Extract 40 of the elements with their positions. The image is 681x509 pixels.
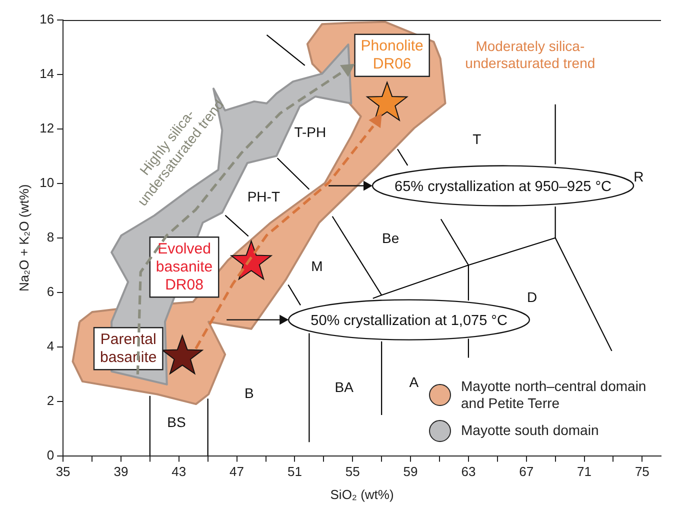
y-tick-label: 6 [46, 284, 54, 299]
y-tick-label: 4 [46, 338, 54, 354]
series-label: Phonolite DR06 [360, 37, 424, 72]
annotation: Be [382, 230, 400, 246]
y-tick-label: 0 [46, 447, 54, 462]
annotation: PH-T [247, 188, 280, 205]
y-tick-label: 2 [46, 392, 54, 408]
x-tick-label: 63 [461, 464, 476, 480]
x-tick-label: 51 [287, 464, 302, 480]
annotation: A [409, 374, 420, 390]
y-tick-label: 12 [40, 120, 54, 136]
legend-label: Mayotte north–central domain and Petite Terre [461, 378, 648, 412]
annotation: BA [334, 379, 354, 396]
x-tick-label: 59 [403, 464, 418, 480]
y-tick-label: 10 [40, 175, 54, 190]
y-tick-label: 14 [40, 66, 54, 82]
annotation: D [527, 288, 538, 305]
x-tick-label: 71 [577, 464, 592, 480]
annotation: 65% crystallization at 950–925 °C [394, 178, 612, 195]
annotation: B [244, 385, 254, 402]
x-tick-label: 39 [114, 464, 128, 480]
y-tick-label: 16 [40, 12, 54, 27]
series-label: Evolved basanite DR08 [156, 240, 213, 294]
legend-label: Mayotte south domain [461, 422, 599, 440]
annotation: T-PH [294, 124, 326, 140]
x-tick-label: 47 [230, 464, 244, 480]
x-axis-title: SiO₂ (wt%) [330, 486, 394, 502]
annotation: BS [167, 414, 186, 430]
x-tick-label: 35 [56, 464, 70, 480]
x-tick-label: 67 [519, 464, 534, 480]
x-tick-label: 43 [172, 464, 186, 480]
annotation: M [311, 258, 323, 274]
y-axis-title: Na₂O + K₂O (wt%) [16, 184, 32, 292]
annotation: 50% crystallization at 1,075 °C [310, 312, 508, 329]
annotation: T [472, 130, 482, 147]
annotation: R [634, 168, 644, 185]
x-tick-label: 55 [345, 464, 360, 480]
annotation: Moderately silica- undersaturated trend [465, 38, 596, 72]
x-tick-label: 75 [634, 464, 650, 480]
y-tick-label: 8 [46, 229, 54, 244]
